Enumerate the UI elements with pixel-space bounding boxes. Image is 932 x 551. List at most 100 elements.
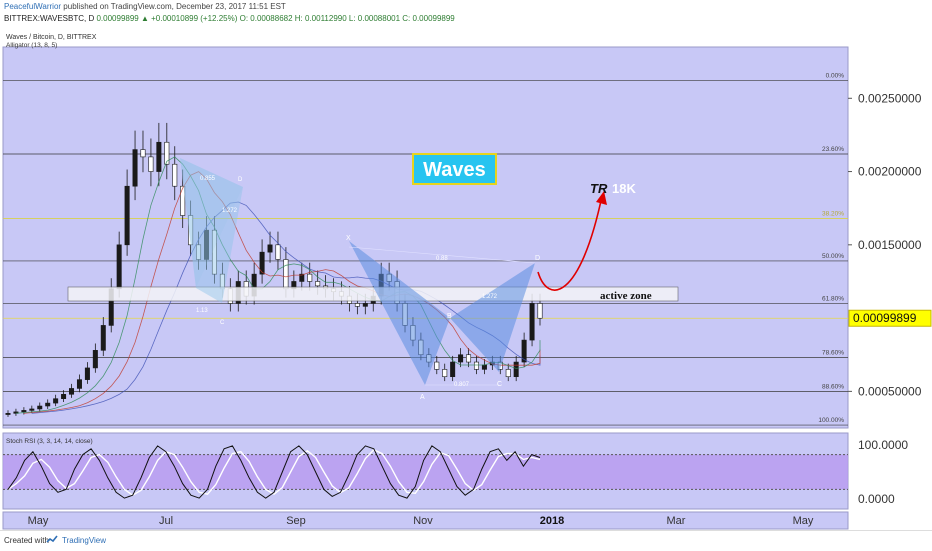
pattern-point: X xyxy=(346,235,351,242)
stoch-tick-label: 100.0000 xyxy=(858,438,908,452)
pattern-ratio: 1.272 xyxy=(482,294,498,300)
ohlc-values: 0.00099899 ▲ +0.00010899 (+12.25%) O: 0.… xyxy=(96,14,455,23)
candle xyxy=(156,141,162,172)
candle xyxy=(45,402,51,407)
candle xyxy=(362,303,368,307)
fib-label: 23.60% xyxy=(822,146,844,153)
fib-label: 100.00% xyxy=(818,417,844,424)
stoch-band xyxy=(3,454,848,490)
candle xyxy=(505,369,511,378)
price-axis xyxy=(849,47,931,509)
harmonic-pattern-1 xyxy=(180,158,243,288)
pattern-point: C xyxy=(497,381,502,388)
stoch-d-line xyxy=(7,448,541,497)
price-tick-label: 0.00150000 xyxy=(858,238,922,252)
candle xyxy=(473,361,479,370)
candle xyxy=(354,303,360,307)
publish-line: PeacefulWarrior published on TradingView… xyxy=(4,2,286,11)
candle xyxy=(299,273,305,282)
candle xyxy=(29,408,35,411)
last-price-label: 0.00099899 xyxy=(853,311,917,325)
candle xyxy=(267,244,273,253)
active-zone-label: active zone xyxy=(600,290,652,302)
pattern-xd-line xyxy=(348,246,536,264)
candle xyxy=(132,149,138,187)
x-tick-label: May xyxy=(793,515,814,527)
pattern-ratio: 0.807 xyxy=(454,382,470,388)
pattern-point: D xyxy=(535,255,540,262)
pattern-ratio: 1.272 xyxy=(222,208,238,214)
candle xyxy=(92,350,98,369)
projection-arrow xyxy=(537,195,603,291)
candle xyxy=(37,405,43,410)
publish-header: PeacefulWarrior published on TradingView… xyxy=(0,0,932,30)
candle xyxy=(164,141,170,165)
x-tick-label: Mar xyxy=(667,515,686,527)
stoch-tick-label: 0.0000 xyxy=(858,492,895,506)
candle xyxy=(458,354,464,363)
candle xyxy=(100,325,106,351)
candle xyxy=(61,393,67,399)
x-tick-label: Nov xyxy=(413,515,433,527)
fib-label: 0.00% xyxy=(826,73,845,80)
fib-label: 88.60% xyxy=(822,383,844,390)
fib-label: 38.20% xyxy=(822,210,844,217)
candle xyxy=(434,361,440,370)
candle xyxy=(116,244,122,290)
stoch-k-line xyxy=(7,445,541,499)
candle xyxy=(53,398,59,404)
candle xyxy=(466,354,472,363)
harmonic-pattern-bcd xyxy=(450,263,535,372)
x-tick-label: Sep xyxy=(286,515,306,527)
harmonic-pattern-xab xyxy=(349,241,450,385)
author-link[interactable]: PeacefulWarrior xyxy=(4,2,62,11)
candle xyxy=(450,361,456,378)
fib-label: 78.60% xyxy=(822,350,844,357)
candle xyxy=(275,244,281,260)
pattern-point: B xyxy=(447,313,452,320)
candle xyxy=(481,364,487,370)
indicator-label: Alligator (13, 8, 5) xyxy=(6,42,57,49)
pattern-point: A xyxy=(420,394,425,401)
candle xyxy=(513,361,519,378)
x-tick-label: 2018 xyxy=(540,515,564,527)
candle xyxy=(172,163,178,187)
fib-label: 61.80% xyxy=(822,295,844,302)
time-axis xyxy=(2,511,849,530)
candle xyxy=(148,156,154,172)
candle xyxy=(5,413,11,415)
pattern-point: C xyxy=(220,320,225,326)
x-tick-label: Jul xyxy=(159,515,173,527)
x-tick-label: May xyxy=(28,515,49,527)
active-zone-band xyxy=(67,286,679,302)
candle xyxy=(315,281,321,287)
fib-label: 50.00% xyxy=(822,253,844,260)
candle xyxy=(529,303,535,341)
price-tick-label: 0.00200000 xyxy=(858,165,922,179)
candle xyxy=(21,410,27,413)
target-prefix: TR xyxy=(590,181,608,196)
candle xyxy=(307,273,313,282)
candle xyxy=(537,303,543,319)
pattern-ratio: 0.88 xyxy=(436,256,448,262)
candle xyxy=(180,185,186,216)
harmonic-pattern-1b xyxy=(196,187,243,303)
pattern-ratio: 1.13 xyxy=(196,308,208,314)
symbol-label: BITTREX:WAVESBTC, D xyxy=(4,14,95,23)
alligator-teeth-line xyxy=(23,171,541,414)
tradingview-link[interactable]: TradingView xyxy=(62,536,107,545)
pattern-ratio: 0.855 xyxy=(200,176,216,182)
candle xyxy=(283,259,289,290)
price-tick-label: 0.00050000 xyxy=(858,384,922,398)
footer-bar: Created with TradingView xyxy=(0,530,932,551)
stoch-label: Stoch RSI (3, 3, 14, 14, close) xyxy=(6,438,93,445)
candle xyxy=(84,367,90,380)
candle xyxy=(140,149,146,158)
last-price-badge xyxy=(848,309,932,327)
candle xyxy=(76,379,82,389)
publish-info: published on TradingView.com, December 2… xyxy=(63,2,286,11)
projection-arrow-head xyxy=(596,191,607,205)
alligator-lips-line xyxy=(15,156,541,414)
waves-logo-box xyxy=(412,153,497,185)
